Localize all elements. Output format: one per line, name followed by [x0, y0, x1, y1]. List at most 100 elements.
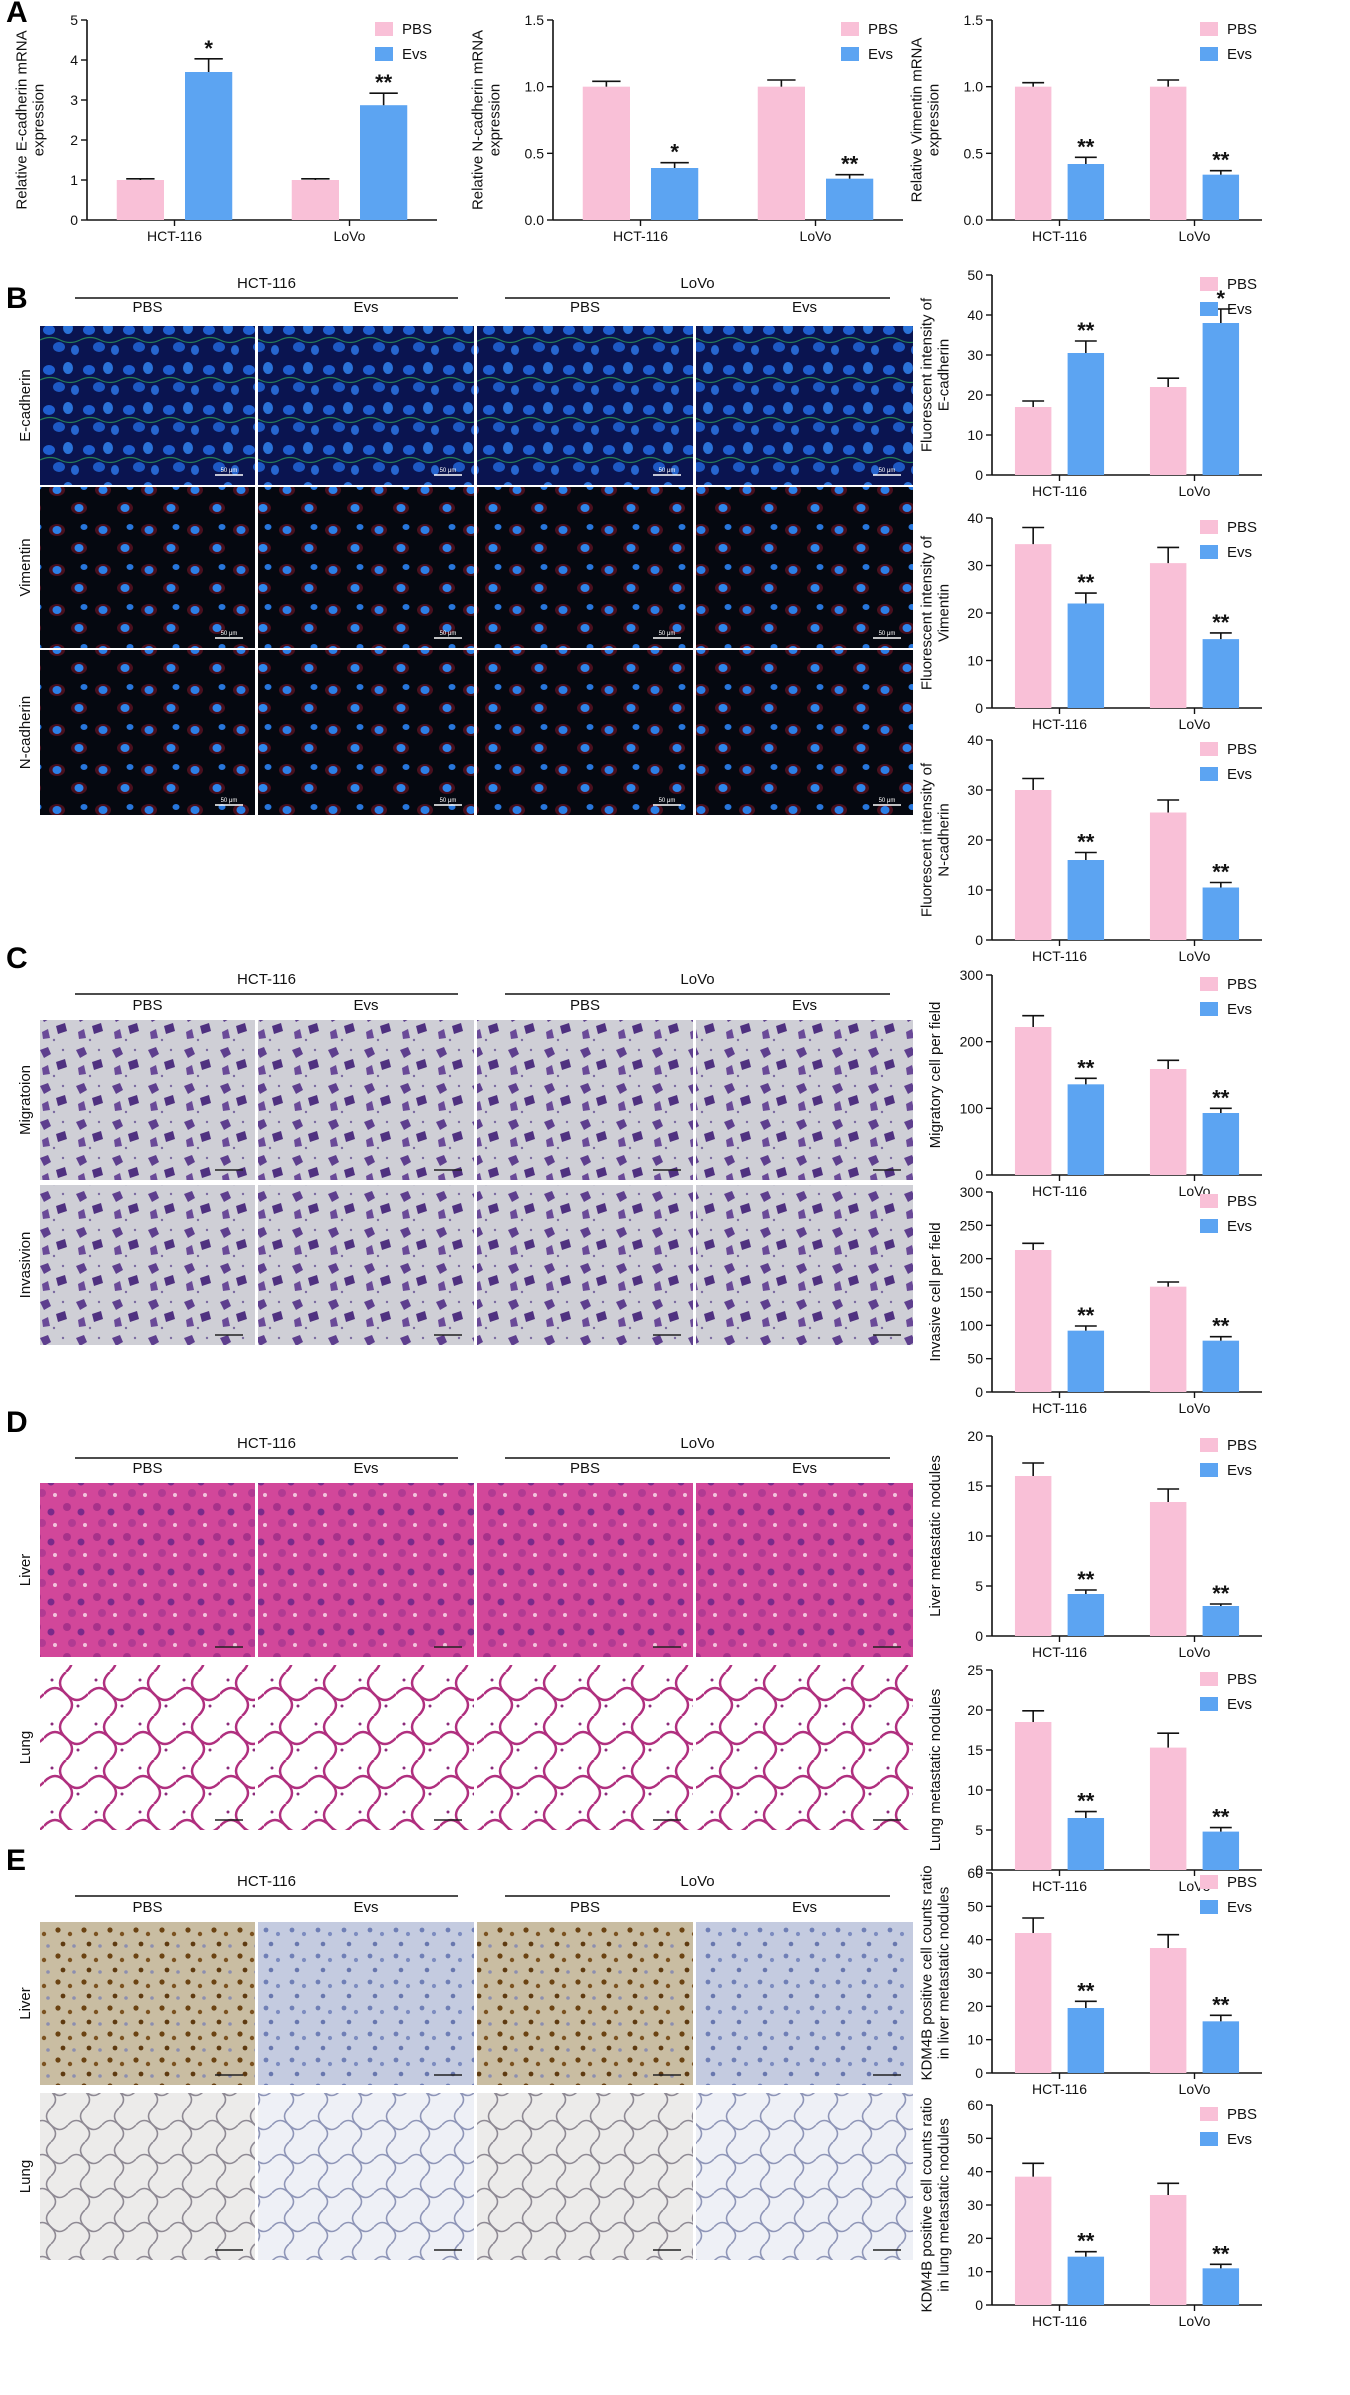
- cell-line-label: LoVo: [680, 1873, 714, 1890]
- micrograph-tile: [696, 487, 913, 648]
- x-tick-label: HCT-116: [1032, 1400, 1087, 1416]
- bar-evs: [1202, 2021, 1240, 2073]
- y-axis-label: in lung metastatic nodules: [936, 2118, 953, 2291]
- significance-mark: *: [204, 36, 213, 61]
- legend-swatch: [1200, 302, 1218, 316]
- micrograph-tile: [258, 326, 474, 485]
- y-tick-label: 5: [70, 12, 78, 28]
- micrograph-tile: [40, 1665, 255, 1830]
- bar-evs: [1067, 860, 1105, 940]
- y-tick-label: 150: [960, 1284, 984, 1300]
- y-tick-label: 0: [975, 700, 983, 716]
- legend-swatch: [375, 47, 393, 61]
- condition-label: Evs: [353, 299, 378, 316]
- significance-mark: **: [841, 152, 859, 177]
- legend-swatch: [1200, 520, 1218, 534]
- y-tick-label: 30: [967, 347, 983, 363]
- legend-swatch: [1200, 22, 1218, 36]
- panel-letter-c: C: [6, 942, 28, 975]
- y-tick-label: 250: [960, 1217, 984, 1233]
- significance-mark: **: [1077, 570, 1095, 595]
- micrograph-tile: [258, 1483, 474, 1657]
- bar-pbs: [1014, 544, 1052, 708]
- legend-label: PBS: [868, 21, 898, 38]
- y-tick-label: 4: [70, 52, 78, 68]
- legend-label: Evs: [1227, 1696, 1252, 1713]
- y-tick-label: 30: [967, 2197, 983, 2213]
- legend-swatch: [1200, 1463, 1218, 1477]
- bar-evs: [651, 168, 699, 220]
- significance-mark: **: [1212, 860, 1230, 885]
- y-axis-label: Liver metastatic nodules: [927, 1455, 944, 1617]
- x-tick-label: LoVo: [1179, 1644, 1211, 1660]
- y-axis-label: Migratory cell per field: [927, 1002, 944, 1149]
- y-tick-label: 40: [967, 2164, 983, 2180]
- bar-pbs: [1014, 1250, 1052, 1392]
- x-tick-label: HCT-116: [1032, 1183, 1087, 1199]
- legend-label: Evs: [1227, 2131, 1252, 2148]
- micrograph-tile: [696, 2093, 913, 2260]
- legend-label: PBS: [1227, 1193, 1257, 1210]
- bar-pbs: [1149, 1948, 1187, 2073]
- bar-evs: [1067, 1594, 1105, 1636]
- legend-swatch: [1200, 1002, 1218, 1016]
- y-tick-label: 200: [960, 1251, 984, 1267]
- legend-swatch: [1200, 1672, 1218, 1686]
- bar-pbs: [291, 180, 339, 220]
- micrograph-tile: [40, 650, 255, 815]
- bar-chart-6: 0 10 20 30 40 Fluorescent intensity of N-cadhe…: [919, 732, 1262, 964]
- y-axis-label: Fluorescent intensity of: [919, 297, 936, 452]
- y-tick-label: 200: [960, 1034, 984, 1050]
- significance-mark: **: [1212, 610, 1230, 635]
- micrograph-tile: [477, 1665, 693, 1830]
- significance-mark: **: [1212, 1085, 1230, 1110]
- y-tick-label: 10: [967, 1782, 983, 1798]
- y-tick-label: 0: [975, 932, 983, 948]
- legend-label: Evs: [402, 46, 427, 63]
- legend-label: PBS: [1227, 1437, 1257, 1454]
- legend-swatch: [1200, 47, 1218, 61]
- legend-label: PBS: [1227, 741, 1257, 758]
- cell-line-label: HCT-116: [237, 1435, 296, 1452]
- significance-mark: **: [1077, 1567, 1095, 1592]
- y-tick-label: 20: [967, 1428, 983, 1444]
- bar-evs: [1202, 887, 1240, 940]
- row-label: Lung: [17, 1731, 34, 1764]
- micrograph-tile: [258, 1922, 474, 2085]
- legend-label: Evs: [1227, 1218, 1252, 1235]
- bar-pbs: [1014, 1476, 1052, 1636]
- x-tick-label: LoVo: [1179, 2081, 1211, 2097]
- condition-label: Evs: [353, 997, 378, 1014]
- cell-line-label: HCT-116: [237, 275, 296, 292]
- x-tick-label: LoVo: [1179, 2313, 1211, 2329]
- panel-letter-b: B: [6, 282, 28, 315]
- y-tick-label: 2: [70, 132, 78, 148]
- scale-bar-label: 50 μm: [221, 631, 238, 637]
- y-axis-label: E-cadherin: [936, 339, 953, 412]
- bar-evs: [1202, 174, 1240, 220]
- bar-evs: [1067, 1084, 1105, 1175]
- condition-label: PBS: [132, 1899, 162, 1916]
- legend-swatch: [1200, 1438, 1218, 1452]
- y-axis-label: KDM4B positive cell counts ratio: [919, 1865, 936, 2080]
- bar-evs: [1202, 323, 1240, 475]
- y-tick-label: 40: [967, 1932, 983, 1948]
- y-tick-label: 40: [967, 510, 983, 526]
- bar-chart-11: 0 10 20 30 40 50 60 KDM4B positive cell counts …: [919, 1865, 1262, 2097]
- legend-label: Evs: [1227, 46, 1252, 63]
- condition-label: PBS: [132, 997, 162, 1014]
- row-label: Vimentin: [17, 538, 34, 596]
- micrograph-tile: [696, 1665, 913, 1830]
- legend-label: Evs: [1227, 1001, 1252, 1018]
- bar-chart-10: 0 5 10 15 20 25 Lung metastatic nodules HCT-116…: [927, 1662, 1262, 1894]
- bar-chart-12: 0 10 20 30 40 50 60 KDM4B positive cell counts …: [919, 2097, 1262, 2329]
- y-axis-label: expression: [487, 84, 504, 157]
- x-tick-label: HCT-116: [1032, 948, 1087, 964]
- y-tick-label: 40: [967, 307, 983, 323]
- x-tick-label: HCT-116: [1032, 716, 1087, 732]
- bar-chart-5: 0 10 20 30 40 Fluorescent intensity of Vimenti…: [919, 510, 1262, 732]
- significance-mark: **: [375, 70, 393, 95]
- micrograph-tile: [696, 1922, 913, 2085]
- bar-evs: [1067, 2256, 1105, 2305]
